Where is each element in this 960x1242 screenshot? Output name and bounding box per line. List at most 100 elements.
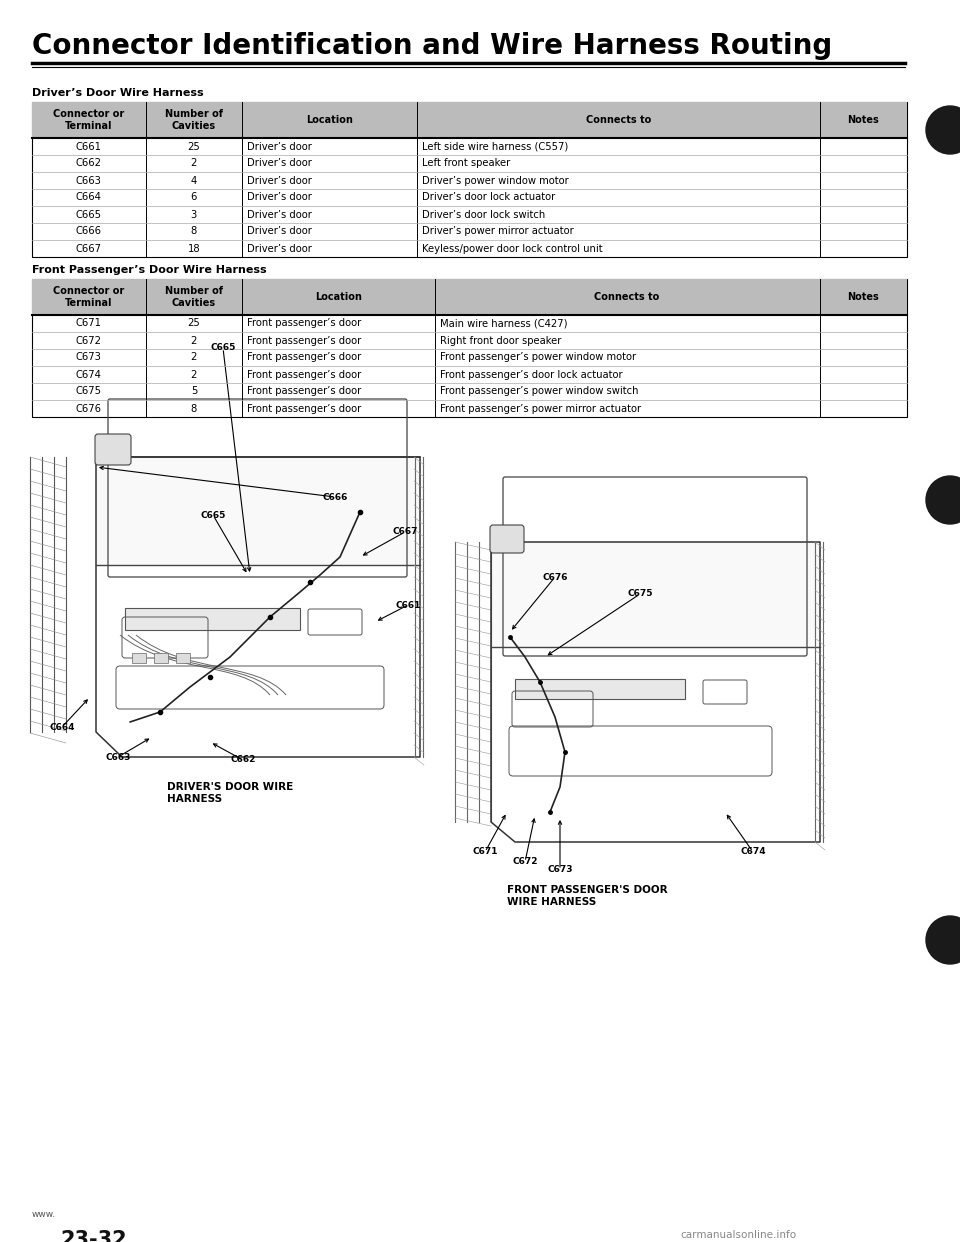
Text: Connector or
Terminal: Connector or Terminal bbox=[53, 286, 125, 308]
Text: Driver’s door lock actuator: Driver’s door lock actuator bbox=[422, 193, 555, 202]
Text: Connector or
Terminal: Connector or Terminal bbox=[53, 109, 125, 130]
Text: 2: 2 bbox=[191, 353, 197, 363]
Bar bbox=[515, 679, 685, 699]
Text: C661: C661 bbox=[396, 600, 420, 610]
Text: C672: C672 bbox=[76, 335, 102, 345]
Text: FRONT PASSENGER'S DOOR
WIRE HARNESS: FRONT PASSENGER'S DOOR WIRE HARNESS bbox=[507, 886, 667, 907]
Bar bbox=[32, 102, 907, 257]
Text: C676: C676 bbox=[542, 573, 567, 581]
Text: C665: C665 bbox=[201, 510, 226, 519]
Text: C676: C676 bbox=[76, 404, 102, 414]
Text: carmanualsonline.info: carmanualsonline.info bbox=[680, 1230, 796, 1240]
Text: Driver’s door: Driver’s door bbox=[247, 175, 312, 185]
Text: 4: 4 bbox=[191, 175, 197, 185]
Text: C673: C673 bbox=[547, 866, 573, 874]
Text: 2: 2 bbox=[191, 335, 197, 345]
Text: Driver’s Door Wire Harness: Driver’s Door Wire Harness bbox=[32, 88, 204, 98]
Text: Front passenger’s power mirror actuator: Front passenger’s power mirror actuator bbox=[440, 404, 640, 414]
Text: Left front speaker: Left front speaker bbox=[422, 159, 511, 169]
Text: C664: C664 bbox=[49, 723, 75, 732]
FancyBboxPatch shape bbox=[95, 433, 131, 465]
Bar bbox=[32, 102, 907, 138]
Text: Main wire harness (C427): Main wire harness (C427) bbox=[440, 318, 567, 328]
Text: C671: C671 bbox=[76, 318, 102, 328]
Text: Front Passenger’s Door Wire Harness: Front Passenger’s Door Wire Harness bbox=[32, 265, 267, 274]
Polygon shape bbox=[491, 542, 820, 647]
Text: 2: 2 bbox=[191, 370, 197, 380]
Text: 8: 8 bbox=[191, 404, 197, 414]
Text: DRIVER'S DOOR WIRE
HARNESS: DRIVER'S DOOR WIRE HARNESS bbox=[167, 782, 293, 804]
Text: C675: C675 bbox=[76, 386, 102, 396]
Text: C666: C666 bbox=[323, 493, 348, 502]
Text: C664: C664 bbox=[76, 193, 102, 202]
Bar bbox=[32, 279, 907, 315]
Text: C665: C665 bbox=[76, 210, 102, 220]
Text: 23-32: 23-32 bbox=[60, 1230, 127, 1242]
Text: Driver’s door lock switch: Driver’s door lock switch bbox=[422, 210, 545, 220]
Text: Front passenger’s door: Front passenger’s door bbox=[247, 404, 361, 414]
Text: Location: Location bbox=[315, 292, 362, 302]
Bar bbox=[125, 609, 300, 630]
Circle shape bbox=[926, 476, 960, 524]
Text: C667: C667 bbox=[76, 243, 102, 253]
Text: Front passenger’s door: Front passenger’s door bbox=[247, 370, 361, 380]
Text: Driver’s door: Driver’s door bbox=[247, 159, 312, 169]
Text: Front passenger’s door: Front passenger’s door bbox=[247, 386, 361, 396]
FancyBboxPatch shape bbox=[490, 525, 524, 553]
Text: Front passenger’s power window motor: Front passenger’s power window motor bbox=[440, 353, 636, 363]
Text: C671: C671 bbox=[472, 847, 497, 857]
Text: C674: C674 bbox=[76, 370, 102, 380]
Text: Front passenger’s door: Front passenger’s door bbox=[247, 353, 361, 363]
Text: Driver’s door: Driver’s door bbox=[247, 226, 312, 236]
Text: www.: www. bbox=[32, 1210, 56, 1218]
Text: Number of
Cavities: Number of Cavities bbox=[165, 286, 223, 308]
Text: Keyless/power door lock control unit: Keyless/power door lock control unit bbox=[422, 243, 603, 253]
Text: Driver’s power window motor: Driver’s power window motor bbox=[422, 175, 568, 185]
Text: C673: C673 bbox=[76, 353, 102, 363]
Text: Driver’s door: Driver’s door bbox=[247, 193, 312, 202]
Text: C672: C672 bbox=[513, 857, 538, 867]
Text: 25: 25 bbox=[187, 142, 201, 152]
Text: 25: 25 bbox=[187, 318, 201, 328]
Text: C674: C674 bbox=[740, 847, 766, 857]
Text: Notes: Notes bbox=[848, 116, 879, 125]
Text: 6: 6 bbox=[191, 193, 197, 202]
Text: Front passenger’s power window switch: Front passenger’s power window switch bbox=[440, 386, 638, 396]
Bar bbox=[32, 279, 907, 417]
Text: Driver’s power mirror actuator: Driver’s power mirror actuator bbox=[422, 226, 574, 236]
Text: C675: C675 bbox=[627, 590, 653, 599]
Text: Front passenger’s door: Front passenger’s door bbox=[247, 318, 361, 328]
Text: Right front door speaker: Right front door speaker bbox=[440, 335, 561, 345]
Text: Front passenger’s door: Front passenger’s door bbox=[247, 335, 361, 345]
Text: 8: 8 bbox=[191, 226, 197, 236]
Bar bbox=[154, 653, 168, 663]
Text: C667: C667 bbox=[393, 528, 418, 537]
Text: C663: C663 bbox=[76, 175, 102, 185]
Text: 3: 3 bbox=[191, 210, 197, 220]
Circle shape bbox=[926, 106, 960, 154]
Bar bbox=[176, 653, 190, 663]
Text: Number of
Cavities: Number of Cavities bbox=[165, 109, 223, 130]
Text: C661: C661 bbox=[76, 142, 102, 152]
Text: Location: Location bbox=[306, 116, 353, 125]
Text: Driver’s door: Driver’s door bbox=[247, 142, 312, 152]
Text: 2: 2 bbox=[191, 159, 197, 169]
Text: Connector Identification and Wire Harness Routing: Connector Identification and Wire Harnes… bbox=[32, 32, 832, 60]
Text: Connects to: Connects to bbox=[594, 292, 660, 302]
Text: C662: C662 bbox=[76, 159, 102, 169]
Polygon shape bbox=[96, 457, 420, 565]
Text: C663: C663 bbox=[106, 753, 131, 761]
Text: Driver’s door: Driver’s door bbox=[247, 243, 312, 253]
Text: C666: C666 bbox=[76, 226, 102, 236]
Text: Connects to: Connects to bbox=[586, 116, 651, 125]
Text: 5: 5 bbox=[191, 386, 197, 396]
Text: 18: 18 bbox=[187, 243, 201, 253]
Circle shape bbox=[926, 917, 960, 964]
Text: Front passenger’s door lock actuator: Front passenger’s door lock actuator bbox=[440, 370, 622, 380]
Text: C665: C665 bbox=[210, 344, 236, 353]
Text: Driver’s door: Driver’s door bbox=[247, 210, 312, 220]
Text: Left side wire harness (C557): Left side wire harness (C557) bbox=[422, 142, 568, 152]
Text: C662: C662 bbox=[230, 755, 255, 765]
Bar bbox=[132, 653, 146, 663]
Text: Notes: Notes bbox=[848, 292, 879, 302]
